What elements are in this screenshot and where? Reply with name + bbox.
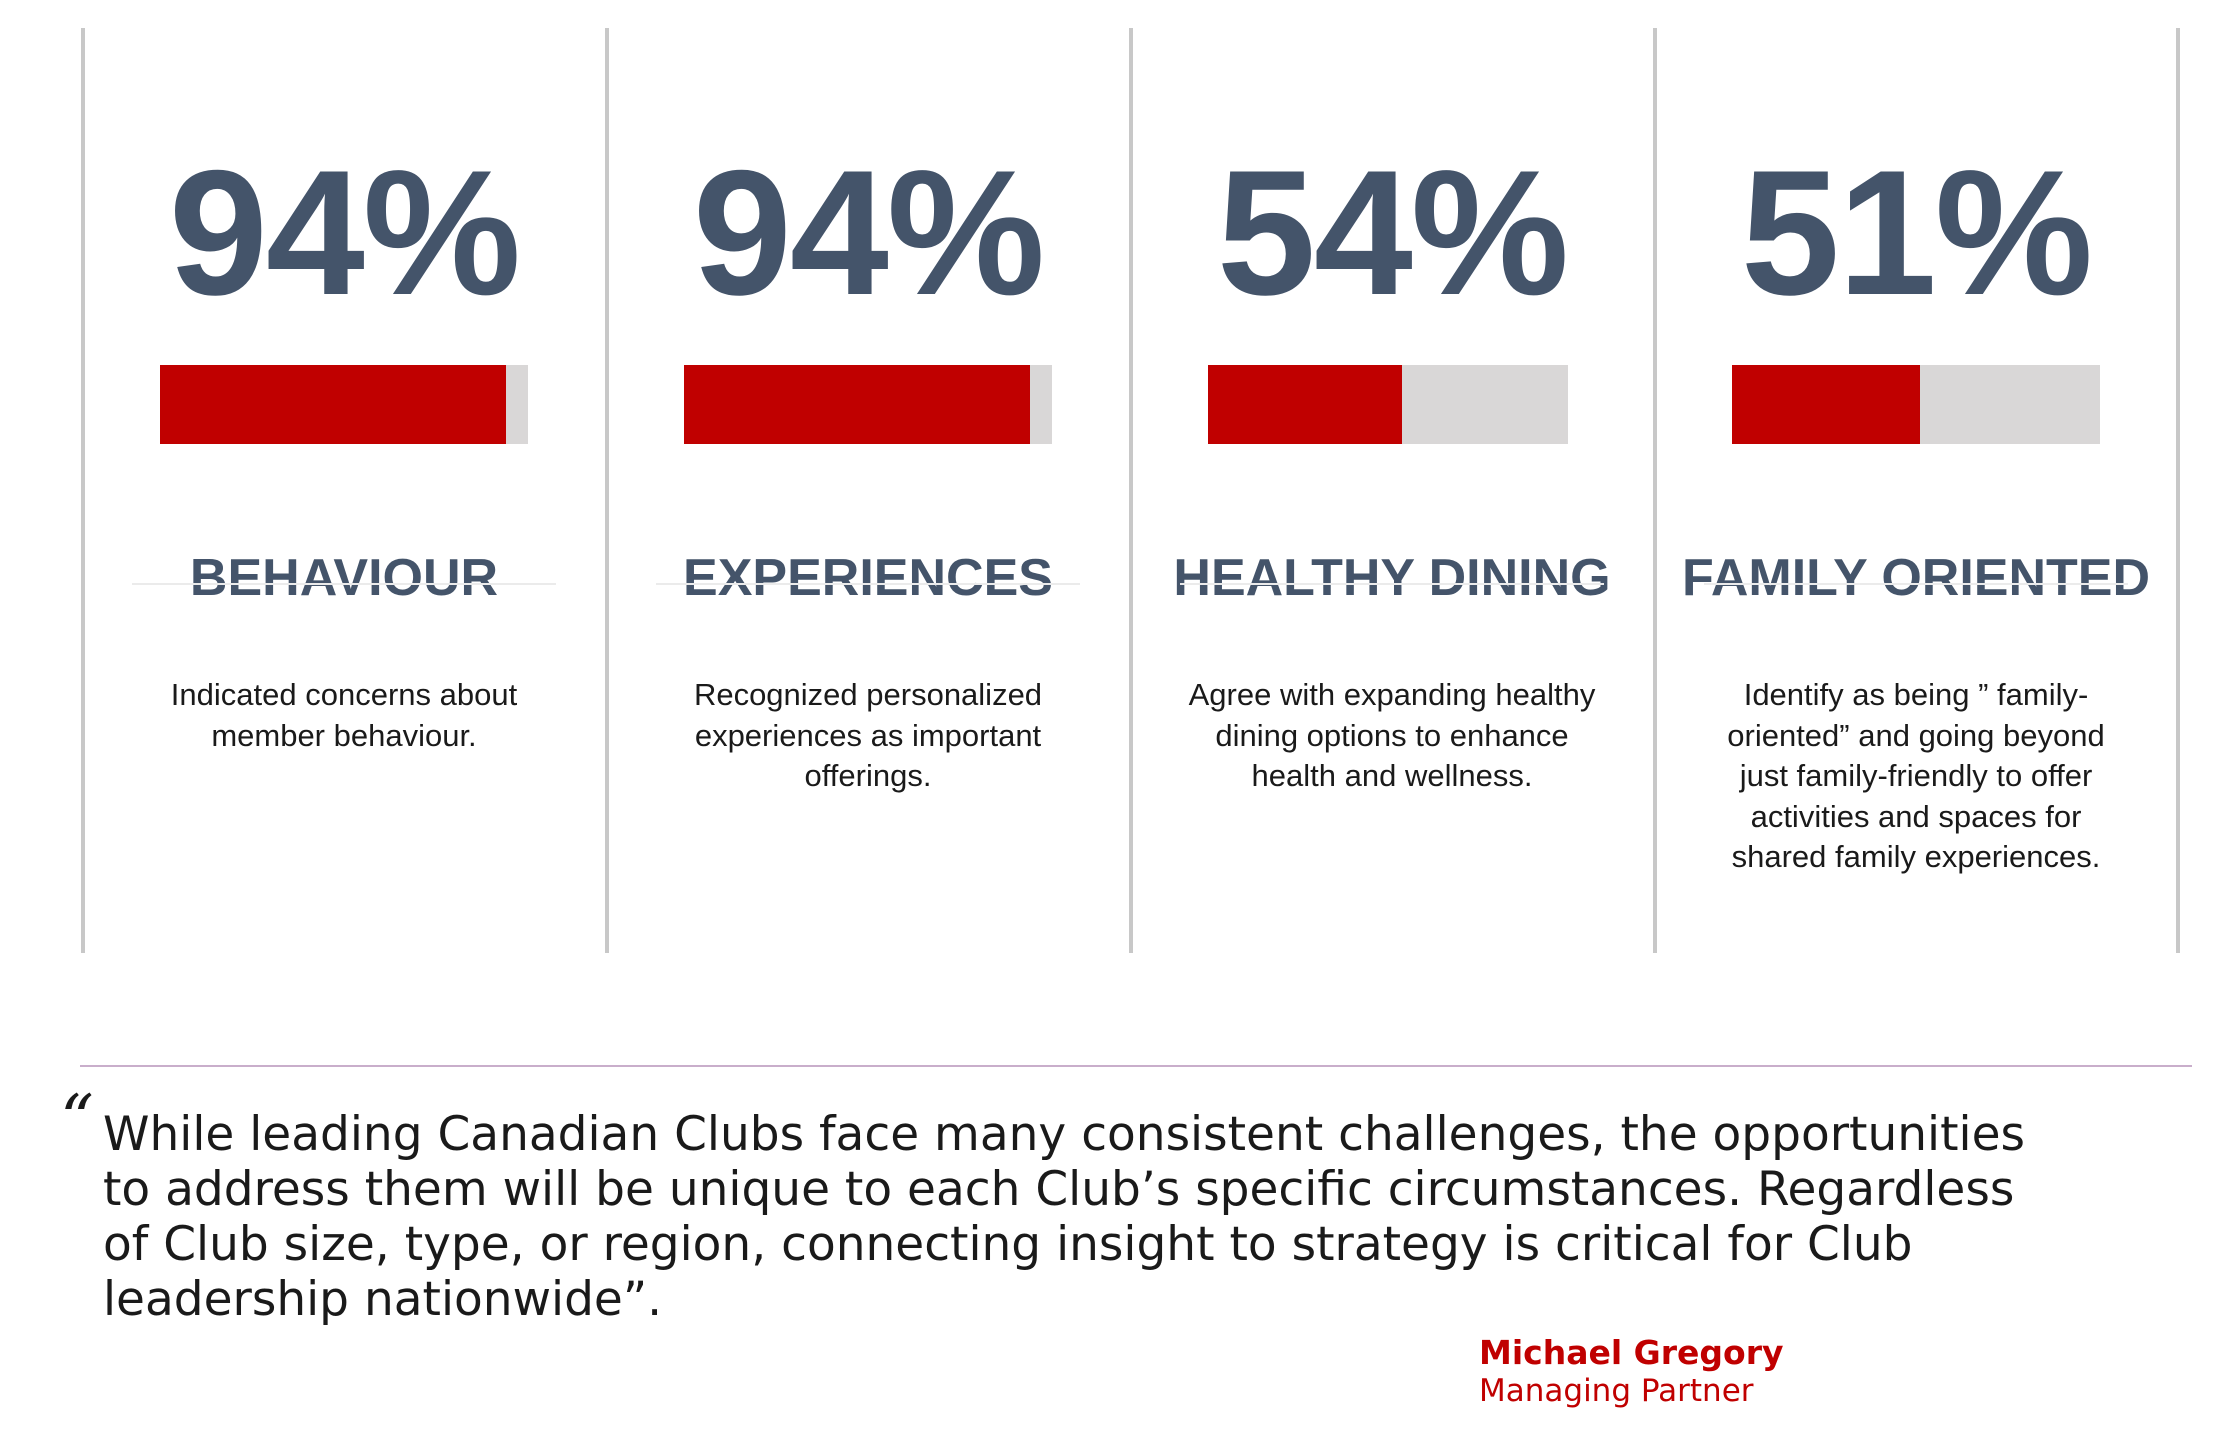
column-divider (81, 28, 85, 953)
column-divider (605, 28, 609, 953)
stat-percentage: 51% (1740, 133, 2093, 332)
stat-card-experiences: 94% EXPERIENCES Recognized personalized … (606, 28, 1130, 953)
stat-percentage: 54% (1216, 133, 1569, 332)
category-underline (132, 583, 556, 585)
quotation-mark-icon: “ (60, 1081, 94, 1158)
stat-description: Identify as being ” family-oriented” and… (1727, 677, 2105, 874)
stat-percentage: 94% (692, 133, 1045, 332)
category-underline (656, 583, 1080, 585)
quote-line: leadership nationwide”. (103, 1272, 663, 1327)
progress-bar-fill (160, 365, 506, 444)
category-underline (1704, 583, 2128, 585)
column-divider (1653, 28, 1657, 953)
stat-description: Agree with expanding healthy dining opti… (1188, 677, 1596, 793)
progress-bar (684, 365, 1052, 444)
stat-category: FAMILY ORIENTED (1681, 549, 2151, 607)
quote-line: of Club size, type, or region, connectin… (103, 1217, 1913, 1272)
quote-author: Michael Gregory (1479, 1333, 1784, 1372)
stat-percentage: 94% (168, 133, 521, 332)
progress-bar-fill (1732, 365, 1920, 444)
column-divider (1129, 28, 1133, 953)
stat-category: BEHAVIOUR (189, 549, 499, 607)
progress-bar-fill (1208, 365, 1403, 444)
category-underline (1180, 583, 1604, 585)
progress-bar (1732, 365, 2100, 444)
quote-line: While leading Canadian Clubs face many c… (103, 1107, 2025, 1162)
quote-author-role: Managing Partner (1479, 1373, 1754, 1409)
quote-line: to address them will be unique to each C… (103, 1162, 2015, 1217)
stat-card-family-oriented: 51% FAMILY ORIENTED Identify as being ” … (1654, 28, 2178, 953)
section-divider (80, 1065, 2192, 1067)
progress-bar (1208, 365, 1568, 444)
testimonial-quote: While leading Canadian Clubs face many c… (103, 1107, 2203, 1327)
progress-bar (160, 365, 528, 444)
stat-category: EXPERIENCES (683, 549, 1053, 607)
stat-description: Recognized personalized experiences as i… (693, 677, 1043, 793)
stat-card-healthy-dining: 54% HEALTHY DINING Agree with expanding … (1130, 28, 1654, 953)
stat-description: Indicated concerns about member behaviou… (170, 677, 518, 753)
column-divider (2176, 28, 2180, 953)
stat-category: HEALTHY DINING (1173, 549, 1611, 607)
stat-card-behaviour: 94% BEHAVIOUR Indicated concerns about m… (82, 28, 606, 953)
progress-bar-fill (684, 365, 1030, 444)
